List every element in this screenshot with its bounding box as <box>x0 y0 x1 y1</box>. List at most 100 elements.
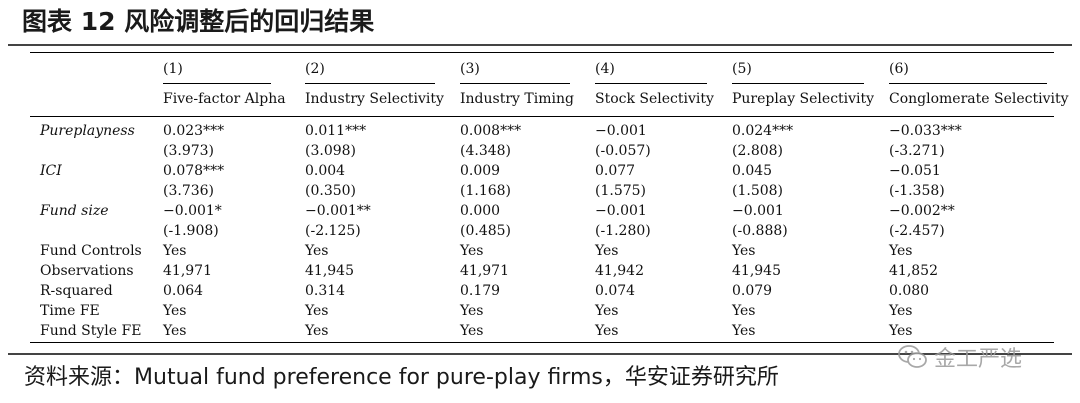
table-cell: 41,852 <box>889 263 938 279</box>
column-number: (4) <box>595 61 615 77</box>
table-cell: (1.168) <box>460 183 512 199</box>
figure-title: 图表 12 风险调整后的回归结果 <box>22 7 375 36</box>
column-number: (2) <box>305 61 325 77</box>
table-cell: Yes <box>460 243 484 259</box>
table-cell: −0.001* <box>163 203 222 219</box>
column-underline <box>732 83 864 84</box>
table-cell: (1.575) <box>595 183 647 199</box>
table-cell: 0.079 <box>732 283 773 299</box>
column-number: (3) <box>460 61 480 77</box>
table-cell: (-2.457) <box>889 223 945 239</box>
table-cell: (3.736) <box>163 183 215 199</box>
column-underline <box>460 83 570 84</box>
source-note: 资料来源：Mutual fund preference for pure-pla… <box>24 363 779 393</box>
table-cell: Yes <box>595 323 619 339</box>
table-cell: 0.011*** <box>305 123 367 139</box>
table-cell: (-0.057) <box>595 143 651 159</box>
column-header: Stock Selectivity <box>595 91 714 107</box>
column-header: Conglomerate Selectivity <box>889 91 1069 107</box>
column-number: (6) <box>889 61 909 77</box>
bottom-rule <box>8 353 1072 355</box>
table-cell: (2.808) <box>732 143 784 159</box>
table-cell: 0.045 <box>732 163 773 179</box>
source-text: Mutual fund preference for pure-play fir… <box>134 365 779 390</box>
wechat-icon <box>898 344 928 370</box>
table-cell: Yes <box>889 303 913 319</box>
table-cell: (-1.358) <box>889 183 945 199</box>
table-cell: −0.001 <box>595 203 647 219</box>
table-cell: −0.001** <box>305 203 371 219</box>
table-cell: −0.033*** <box>889 123 962 139</box>
column-header: Pureplay Selectivity <box>732 91 875 107</box>
table-cell: 0.023*** <box>163 123 225 139</box>
column-header: Industry Timing <box>460 91 574 107</box>
table-cell: 0.004 <box>305 163 346 179</box>
table-cell: Yes <box>595 243 619 259</box>
table-cell: 0.064 <box>163 283 204 299</box>
table-cell: Yes <box>305 323 329 339</box>
row-label: Time FE <box>40 303 100 319</box>
table-cell: 0.074 <box>595 283 636 299</box>
column-underline <box>595 83 707 84</box>
table-cell: 41,945 <box>732 263 781 279</box>
table-cell: −0.051 <box>889 163 941 179</box>
column-number: (5) <box>732 61 752 77</box>
table-cell: Yes <box>732 303 756 319</box>
row-label: R-squared <box>40 283 113 299</box>
table-cell: Yes <box>460 303 484 319</box>
table-cell: Yes <box>889 323 913 339</box>
row-label: ICI <box>40 163 62 179</box>
table-cell: (-3.271) <box>889 143 945 159</box>
table-cell: 41,971 <box>163 263 212 279</box>
table-cell: −0.002** <box>889 203 955 219</box>
table-cell: Yes <box>305 303 329 319</box>
watermark-text: 金工严选 <box>934 347 1023 372</box>
table-cell: 41,971 <box>460 263 509 279</box>
table-cell: (4.348) <box>460 143 512 159</box>
table-cell: 0.078*** <box>163 163 225 179</box>
regression-table: (1) Five-factor Alpha (2) Industry Selectiv… <box>30 52 1069 352</box>
table-cell: (-1.908) <box>163 223 219 239</box>
table-cell: 41,945 <box>305 263 354 279</box>
table-cell: 0.179 <box>460 283 501 299</box>
table-cell: Yes <box>732 323 756 339</box>
row-label: Fund Controls <box>40 243 142 259</box>
table-cell: 0.000 <box>460 203 501 219</box>
column-number: (1) <box>163 61 183 77</box>
table-cell: Yes <box>305 243 329 259</box>
table-cell: (-2.125) <box>305 223 361 239</box>
source-label: 资料来源： <box>24 365 135 390</box>
column-header: Industry Selectivity <box>305 91 444 107</box>
table-cell: (-0.888) <box>732 223 788 239</box>
column-header: Five-factor Alpha <box>163 91 286 107</box>
table-cell: (-1.280) <box>595 223 651 239</box>
table-cell: (3.098) <box>305 143 357 159</box>
table-cell: Yes <box>163 303 187 319</box>
column-underline <box>163 83 271 84</box>
table-cell: −0.001 <box>595 123 647 139</box>
table-cell: (0.350) <box>305 183 357 199</box>
table-cell: 0.314 <box>305 283 346 299</box>
table-cell: Yes <box>163 323 187 339</box>
table-bottom-line <box>30 342 1054 343</box>
row-label: Pureplayness <box>40 123 135 139</box>
table-cell: Yes <box>163 243 187 259</box>
table-cell: 0.077 <box>595 163 636 179</box>
table-cell: Yes <box>732 243 756 259</box>
header-bottom-line <box>30 116 1054 117</box>
table-cell: 0.009 <box>460 163 501 179</box>
column-underline <box>889 83 1047 84</box>
table-cell: 0.024*** <box>732 123 794 139</box>
table-cell: (0.485) <box>460 223 512 239</box>
table-cell: Yes <box>889 243 913 259</box>
row-label: Observations <box>40 263 134 279</box>
top-rule <box>8 44 1072 46</box>
row-label: Fund size <box>40 203 109 219</box>
table-cell: 0.008*** <box>460 123 522 139</box>
column-underline <box>305 83 435 84</box>
row-label: Fund Style FE <box>40 323 142 339</box>
table-cell: (3.973) <box>163 143 215 159</box>
table-cell: 0.080 <box>889 283 930 299</box>
table-cell: Yes <box>460 323 484 339</box>
table-cell: 41,942 <box>595 263 644 279</box>
